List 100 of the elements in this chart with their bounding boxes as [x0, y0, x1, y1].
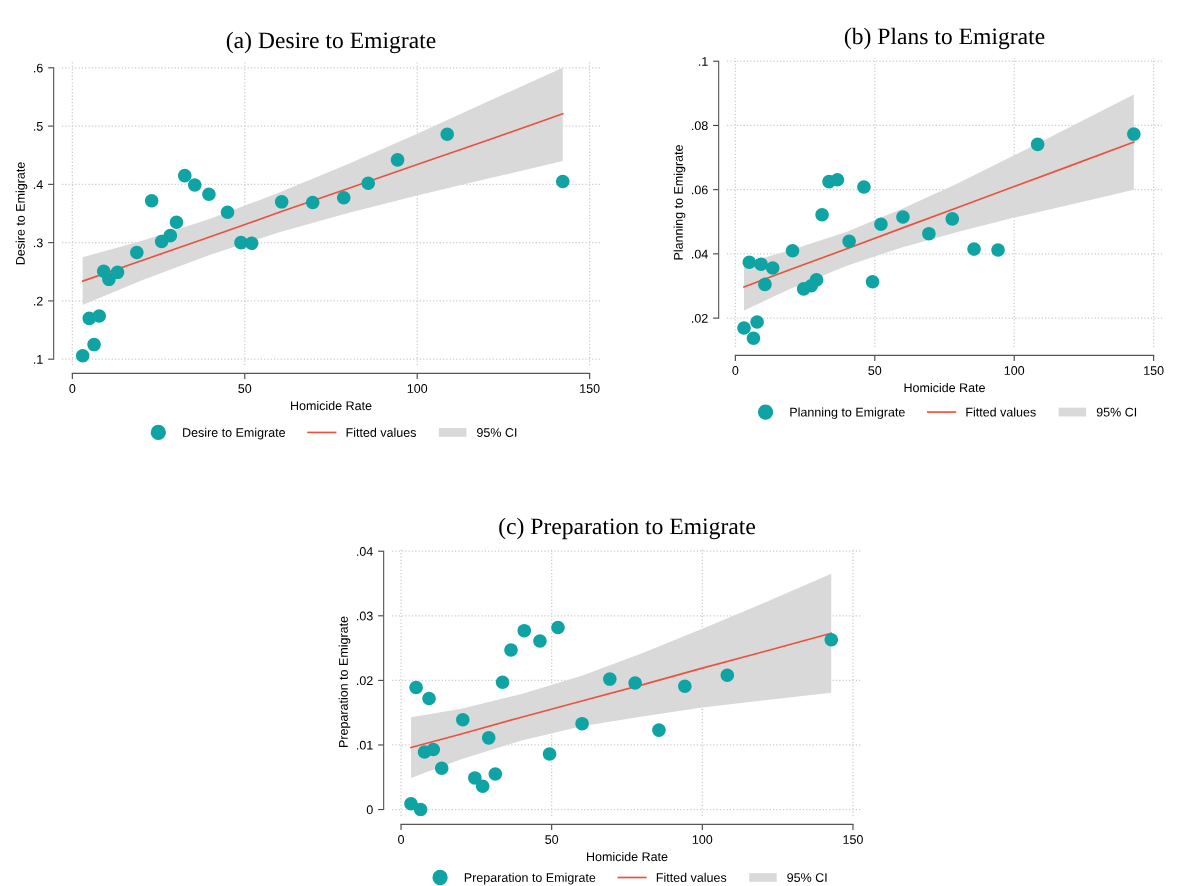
point	[517, 623, 532, 638]
point	[746, 331, 761, 346]
point	[456, 713, 470, 727]
y-axis-title: Preparation to Emigrate	[338, 616, 351, 747]
x-axis-title: Homicide Rate	[291, 400, 372, 411]
point	[409, 680, 423, 695]
point	[945, 212, 960, 226]
point	[865, 275, 880, 289]
point	[785, 243, 800, 258]
x-axis-title: Homicide Rate	[587, 851, 668, 862]
point	[426, 742, 441, 757]
point	[542, 747, 557, 761]
y-tick-label: .6	[33, 63, 43, 73]
point	[991, 243, 1005, 257]
y-tick-label: .5	[33, 122, 43, 131]
chart-title: (a) Desire to Emigrate	[226, 31, 436, 54]
point	[434, 761, 449, 775]
point	[809, 273, 824, 287]
x-tick-label: 0	[398, 835, 405, 844]
point	[842, 234, 856, 249]
point	[533, 634, 547, 648]
chart-title: (b) Plans to Emigrate	[844, 27, 1045, 50]
x-tick-label: 0	[69, 384, 76, 393]
y-tick-label: 0	[366, 805, 373, 815]
y-tick-label: .04	[357, 547, 373, 556]
x-tick-label: 150	[1144, 366, 1164, 375]
legend-label: Preparation to Emigrate	[464, 872, 596, 885]
point	[220, 205, 235, 220]
y-tick-label: .08	[692, 121, 708, 131]
point	[188, 178, 202, 192]
point	[922, 226, 936, 241]
point	[551, 620, 565, 635]
point	[765, 261, 780, 275]
point	[178, 168, 192, 183]
y-axis-title: Desire to Emigrate	[15, 162, 28, 265]
point	[857, 180, 871, 194]
point	[495, 675, 510, 690]
point	[75, 348, 90, 363]
point	[742, 255, 757, 269]
point	[361, 176, 376, 190]
point	[628, 676, 642, 690]
point	[555, 174, 570, 189]
y-tick-label: .3	[33, 238, 43, 248]
legend-label: Fitted values	[966, 407, 1036, 417]
point	[274, 195, 289, 209]
point	[575, 716, 589, 731]
point	[896, 210, 910, 224]
x-tick-label: 150	[843, 835, 863, 844]
point	[1030, 137, 1045, 152]
point	[678, 679, 692, 693]
point	[468, 771, 482, 785]
point	[413, 802, 428, 816]
x-tick-label: 100	[1004, 366, 1025, 375]
x-tick-label: 100	[407, 384, 428, 393]
point	[130, 245, 144, 260]
y-tick-label: .2	[33, 296, 43, 306]
point	[720, 668, 735, 682]
y-tick-label: .4	[33, 180, 43, 189]
y-tick-label: .03	[357, 611, 373, 621]
point	[92, 309, 107, 323]
x-tick-label: 150	[580, 384, 600, 393]
point	[754, 257, 768, 271]
point	[737, 321, 751, 335]
legend-label: 95% CI	[1096, 407, 1137, 417]
x-tick-label: 0	[732, 366, 739, 375]
point	[652, 723, 666, 737]
point	[305, 195, 320, 210]
point	[815, 207, 829, 222]
y-tick-label: .1	[33, 355, 43, 364]
point	[874, 217, 888, 232]
legend-label: Fitted values	[346, 427, 416, 437]
point	[488, 767, 503, 781]
point	[440, 127, 454, 142]
point	[404, 796, 418, 811]
point	[475, 779, 490, 794]
point	[244, 236, 259, 250]
line-series	[81, 113, 564, 282]
x-tick-label: 50	[868, 366, 882, 375]
y-tick-label: .01	[357, 740, 373, 750]
y-tick-label: .02	[692, 313, 708, 323]
point	[422, 691, 436, 706]
x-tick-label: 100	[692, 835, 713, 844]
point	[87, 337, 101, 352]
point	[603, 672, 617, 686]
legend-label: 95% CI	[477, 428, 517, 437]
point	[163, 228, 178, 243]
point	[336, 191, 351, 205]
point	[758, 277, 772, 292]
legend-label: Fitted values	[656, 872, 727, 882]
chart-title: (c) Preparation to Emigrate	[499, 517, 756, 540]
point	[1127, 127, 1141, 141]
y-tick-label: .1	[698, 57, 708, 66]
point	[967, 242, 981, 256]
point	[830, 172, 845, 187]
y-tick-label: .06	[692, 185, 708, 195]
point	[169, 215, 184, 230]
point	[144, 193, 159, 208]
y-tick-label: .04	[692, 249, 708, 259]
point	[390, 153, 405, 167]
x-tick-label: 50	[545, 835, 559, 844]
